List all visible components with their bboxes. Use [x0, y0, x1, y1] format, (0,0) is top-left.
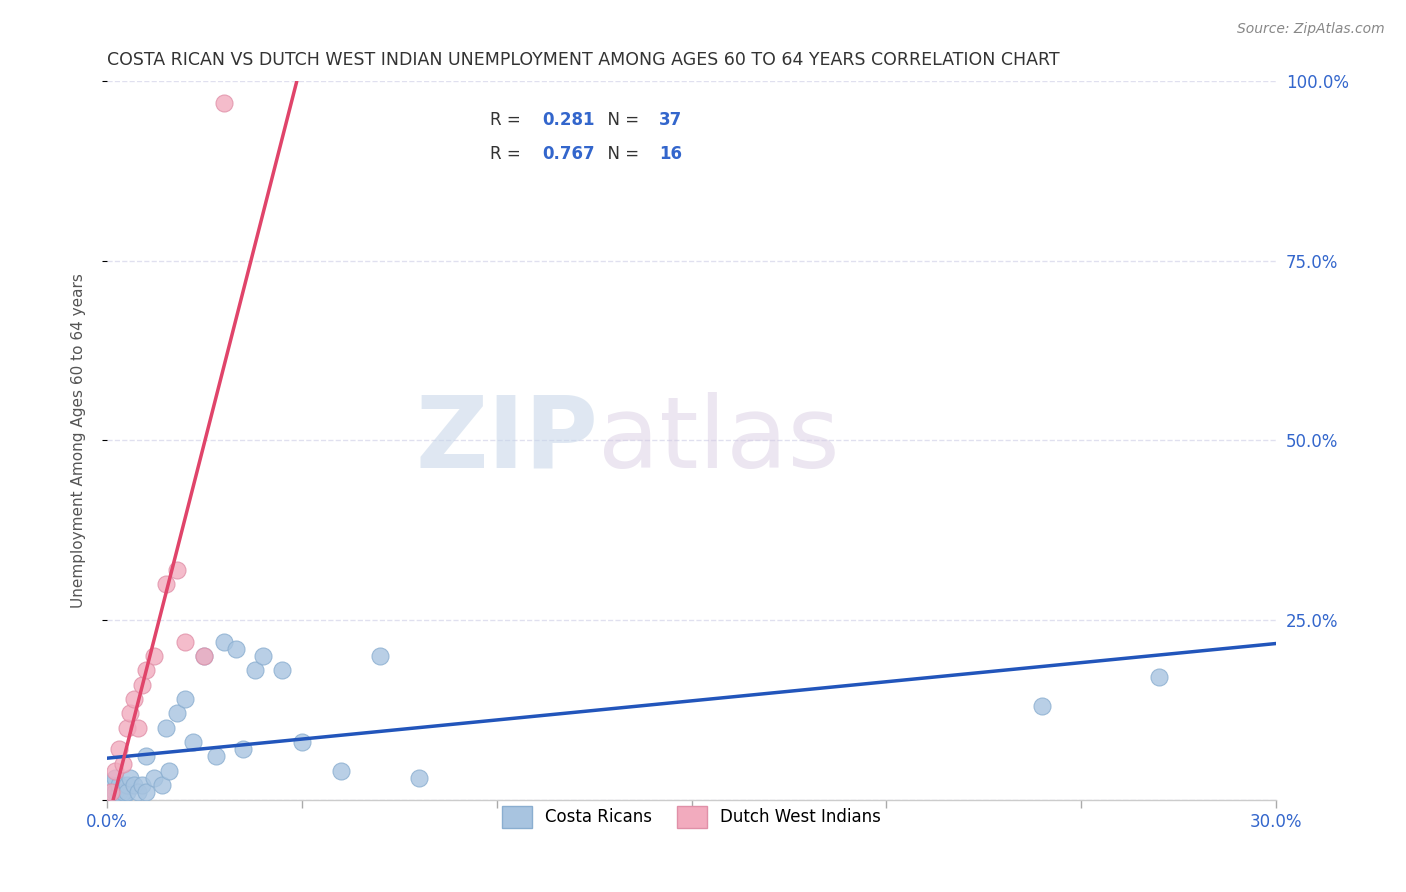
Point	[166, 706, 188, 721]
Point	[166, 563, 188, 577]
Y-axis label: Unemployment Among Ages 60 to 64 years: Unemployment Among Ages 60 to 64 years	[72, 273, 86, 607]
Point	[127, 785, 149, 799]
Point	[243, 663, 266, 677]
Point	[115, 721, 138, 735]
Text: 0.281: 0.281	[543, 112, 595, 129]
Point	[104, 771, 127, 785]
Text: 0.767: 0.767	[543, 145, 595, 163]
Point	[107, 785, 129, 799]
Point	[111, 792, 134, 806]
Legend: Costa Ricans, Dutch West Indians: Costa Ricans, Dutch West Indians	[495, 799, 889, 834]
Point	[142, 648, 165, 663]
Point	[174, 692, 197, 706]
Point	[135, 663, 157, 677]
Point	[193, 648, 215, 663]
Point	[127, 721, 149, 735]
Point	[1147, 670, 1170, 684]
Point	[104, 785, 127, 799]
Text: N =: N =	[598, 145, 644, 163]
Point	[155, 721, 177, 735]
Text: ZIP: ZIP	[415, 392, 598, 489]
Point	[111, 785, 134, 799]
Point	[174, 634, 197, 648]
Text: Source: ZipAtlas.com: Source: ZipAtlas.com	[1237, 22, 1385, 37]
Point	[100, 778, 122, 792]
Point	[120, 706, 142, 721]
Point	[131, 678, 153, 692]
Point	[150, 778, 173, 792]
Point	[205, 749, 228, 764]
Point	[329, 764, 352, 778]
Text: R =: R =	[489, 145, 526, 163]
Point	[408, 771, 430, 785]
Point	[155, 577, 177, 591]
Point	[232, 742, 254, 756]
Point	[111, 756, 134, 771]
Point	[225, 641, 247, 656]
Point	[124, 692, 146, 706]
Text: N =: N =	[598, 112, 644, 129]
Text: R =: R =	[489, 112, 526, 129]
Point	[107, 778, 129, 792]
Point	[115, 785, 138, 799]
Text: 16: 16	[659, 145, 682, 163]
Point	[120, 771, 142, 785]
Point	[157, 764, 180, 778]
Text: atlas: atlas	[598, 392, 839, 489]
Text: 37: 37	[659, 112, 682, 129]
Point	[181, 735, 204, 749]
Point	[271, 663, 294, 677]
Point	[115, 778, 138, 792]
Point	[252, 648, 274, 663]
Point	[368, 648, 391, 663]
Point	[100, 785, 122, 799]
Point	[1031, 699, 1053, 714]
Point	[131, 778, 153, 792]
Point	[107, 742, 129, 756]
Point	[212, 95, 235, 110]
Point	[104, 764, 127, 778]
Point	[142, 771, 165, 785]
Point	[212, 634, 235, 648]
Point	[193, 648, 215, 663]
Point	[135, 749, 157, 764]
Point	[124, 778, 146, 792]
Text: COSTA RICAN VS DUTCH WEST INDIAN UNEMPLOYMENT AMONG AGES 60 TO 64 YEARS CORRELAT: COSTA RICAN VS DUTCH WEST INDIAN UNEMPLO…	[107, 51, 1060, 69]
Point	[135, 785, 157, 799]
Point	[291, 735, 314, 749]
Point	[100, 785, 122, 799]
